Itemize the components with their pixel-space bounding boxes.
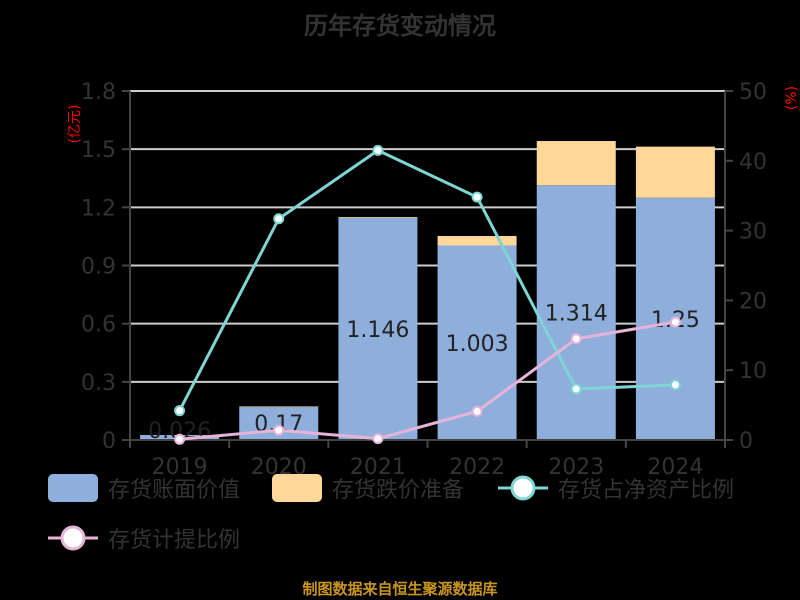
data-point xyxy=(570,383,582,395)
left-tick-label: 0.3 xyxy=(81,371,116,396)
bar-value-label: 1.314 xyxy=(545,302,608,327)
legend-item-book-value[interactable]: 存货账面价值 xyxy=(48,472,240,504)
x-tick-label: 2021 xyxy=(350,455,406,480)
legend-item-net-asset-ratio[interactable]: 存货占净资产比例 xyxy=(498,472,734,504)
left-tick-label: 0 xyxy=(102,429,116,454)
bar-impairment xyxy=(437,236,517,246)
left-tick-label: 1.8 xyxy=(81,80,116,105)
legend-item-impairment[interactable]: 存货跌价准备 xyxy=(272,472,464,504)
data-point xyxy=(273,213,285,225)
bar-value-label: 1.003 xyxy=(446,332,509,357)
left-tick-label: 0.9 xyxy=(81,255,116,280)
legend-label: 存货计提比例 xyxy=(108,528,241,553)
chart-title: 历年存货变动情况 xyxy=(304,12,496,40)
x-tick-label: 2019 xyxy=(152,455,208,480)
right-tick-label: 20 xyxy=(739,289,767,314)
right-tick-label: 30 xyxy=(739,220,767,245)
impairment-swatch-icon xyxy=(272,474,322,502)
right-tick-label: 0 xyxy=(739,429,753,454)
bar-book-value xyxy=(338,217,418,440)
provision-ratio-line-icon xyxy=(48,525,98,551)
data-point xyxy=(471,405,483,417)
bar-book-value xyxy=(536,185,616,440)
x-tick-label: 2023 xyxy=(548,455,604,480)
bar-impairment xyxy=(536,141,616,186)
data-point xyxy=(372,433,384,445)
right-tick-label: 40 xyxy=(739,150,767,175)
source-footnote: 制图数据来自恒生聚源数据库 xyxy=(302,580,498,598)
data-point xyxy=(669,379,681,391)
bar-impairment xyxy=(338,217,418,218)
data-point xyxy=(174,405,186,417)
bar-impairment xyxy=(635,146,715,198)
line-provision-ratio xyxy=(179,320,676,441)
bar-impairment xyxy=(239,406,319,408)
data-point xyxy=(273,424,285,436)
legend-label: 存货跌价准备 xyxy=(332,478,465,503)
book-value-swatch-icon xyxy=(48,474,98,502)
left-tick-label: 0.6 xyxy=(81,313,116,338)
left-tick-label: 1.5 xyxy=(81,138,116,163)
left-tick-label: 1.2 xyxy=(81,196,116,221)
legend-label: 存货占净资产比例 xyxy=(558,478,735,503)
data-point xyxy=(669,316,681,328)
x-tick-label: 2022 xyxy=(449,455,505,480)
line-net-asset-ratio xyxy=(178,148,676,412)
legend-item-provision-ratio[interactable]: 存货计提比例 xyxy=(48,522,240,554)
right-tick-label: 10 xyxy=(739,359,767,384)
data-point xyxy=(471,191,483,203)
net-asset-ratio-line-icon xyxy=(498,475,548,501)
data-point xyxy=(570,333,582,345)
legend-label: 存货账面价值 xyxy=(108,478,241,503)
data-point xyxy=(372,144,384,156)
right-tick-label: 50 xyxy=(739,80,767,105)
bar-value-label: 1.146 xyxy=(346,318,409,343)
data-point xyxy=(174,433,186,445)
x-tick-label: 2024 xyxy=(647,455,703,480)
